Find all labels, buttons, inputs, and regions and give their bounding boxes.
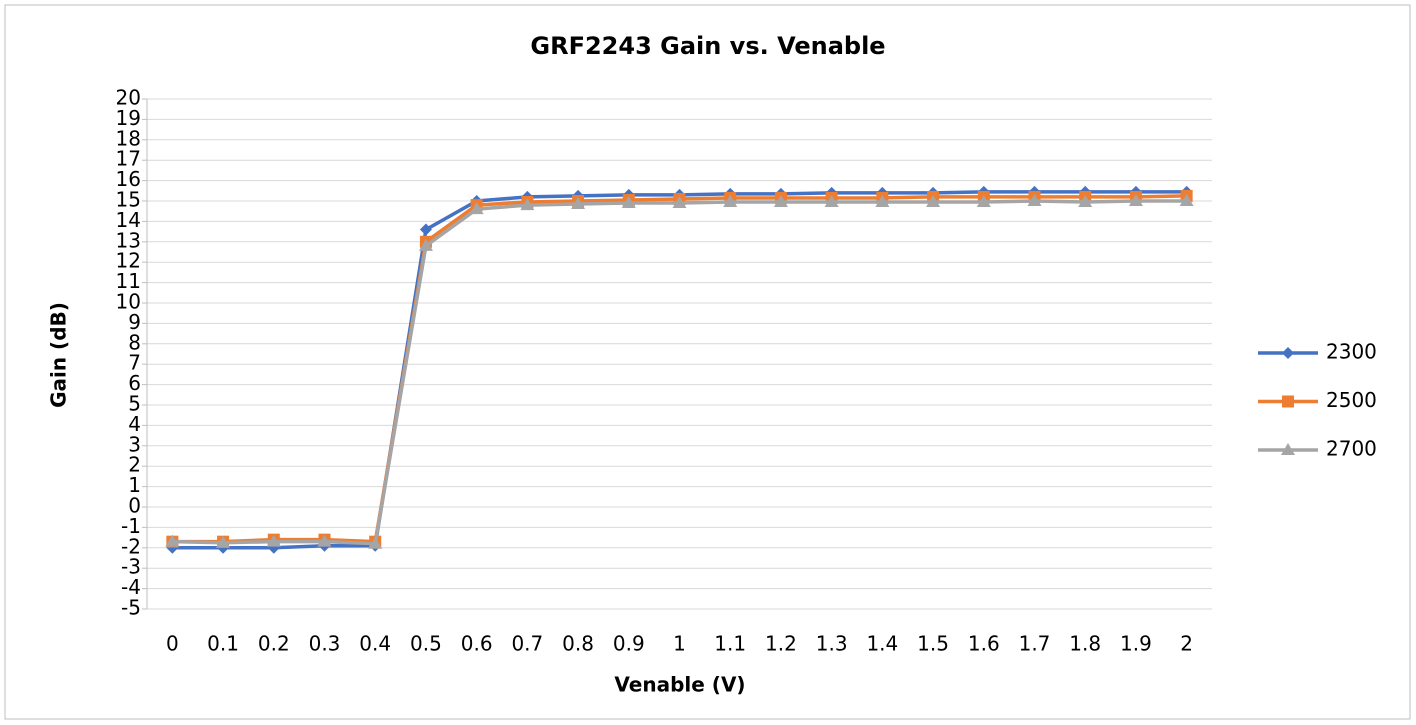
marker — [317, 534, 332, 547]
marker — [1179, 194, 1194, 206]
y-tick-label: 4 — [128, 412, 141, 436]
chart-border — [4, 4, 1411, 720]
marker — [1027, 194, 1042, 206]
y-tick-label: 19 — [116, 106, 141, 130]
x-tick-label: 0.3 — [309, 632, 341, 656]
marker — [1078, 195, 1093, 208]
y-tick-label: -5 — [121, 596, 141, 620]
y-tick-label: 1 — [128, 473, 141, 497]
y-tick-label: 8 — [128, 330, 141, 354]
marker — [571, 197, 586, 210]
marker — [165, 534, 180, 547]
x-tick-label: 1.9 — [1120, 632, 1152, 656]
legend-label: 2700 — [1326, 437, 1377, 461]
marker — [926, 195, 941, 208]
x-tick-label: 1.5 — [917, 632, 949, 656]
x-tick-label: 1.7 — [1019, 632, 1051, 656]
marker — [520, 198, 535, 211]
x-tick-label: 0.9 — [613, 632, 645, 656]
marker — [723, 195, 738, 208]
marker — [419, 223, 432, 236]
y-tick-label: 7 — [128, 351, 141, 375]
y-tick-label: 15 — [116, 188, 141, 212]
x-axis-label: Venable (V) — [614, 673, 745, 697]
x-tick-label: 0.8 — [562, 632, 594, 656]
marker — [469, 202, 484, 215]
marker — [824, 195, 839, 208]
legend-marker — [1281, 443, 1295, 455]
marker — [672, 196, 687, 209]
marker — [621, 196, 636, 209]
y-tick-label: 6 — [128, 371, 141, 395]
x-tick-label: 0.1 — [207, 632, 239, 656]
x-tick-label: 1.4 — [866, 632, 898, 656]
x-tick-label: 0 — [166, 632, 179, 656]
y-tick-label: -2 — [121, 534, 141, 558]
y-tick-label: 14 — [116, 208, 141, 232]
marker — [418, 238, 433, 251]
y-tick-label: 20 — [116, 86, 141, 110]
x-tick-label: 1.3 — [816, 632, 848, 656]
y-tick-label: 3 — [128, 432, 141, 456]
y-tick-label: 12 — [116, 249, 141, 273]
marker — [266, 534, 281, 547]
marker — [1128, 194, 1143, 206]
x-tick-label: 1.1 — [714, 632, 746, 656]
y-tick-label: 5 — [128, 392, 141, 416]
legend-marker — [1282, 395, 1294, 408]
y-tick-label: 11 — [116, 269, 141, 293]
y-tick-label: 2 — [128, 453, 141, 477]
x-tick-label: 0.6 — [461, 632, 493, 656]
y-tick-label: 13 — [116, 228, 141, 252]
x-tick-label: 2 — [1180, 632, 1193, 656]
x-tick-label: 1.6 — [968, 632, 1000, 656]
x-tick-label: 1.8 — [1069, 632, 1101, 656]
y-tick-label: 18 — [116, 126, 141, 150]
marker — [875, 195, 890, 208]
marker — [368, 536, 383, 549]
y-tick-label: -3 — [121, 555, 141, 579]
x-tick-label: 0.4 — [359, 632, 391, 656]
x-tick-label: 0.2 — [258, 632, 290, 656]
marker — [976, 195, 991, 208]
legend-label: 2300 — [1326, 340, 1377, 364]
y-tick-label: 16 — [116, 167, 141, 191]
y-tick-label: -1 — [121, 514, 141, 538]
chart-title: GRF2243 Gain vs. Venable — [530, 32, 885, 60]
legend-label: 2500 — [1326, 388, 1377, 412]
y-tick-label: 10 — [116, 290, 141, 314]
y-tick-label: 17 — [116, 147, 141, 171]
y-axis-label: Gain (dB) — [47, 302, 71, 408]
marker — [216, 535, 231, 548]
y-tick-label: -4 — [121, 575, 141, 599]
x-tick-label: 1.2 — [765, 632, 797, 656]
x-tick-label: 0.5 — [410, 632, 442, 656]
x-tick-label: 1 — [673, 632, 686, 656]
x-tick-label: 0.7 — [511, 632, 543, 656]
legend-marker — [1282, 347, 1294, 359]
marker — [773, 195, 788, 208]
y-tick-label: 0 — [128, 494, 141, 518]
y-tick-label: 9 — [128, 310, 141, 334]
